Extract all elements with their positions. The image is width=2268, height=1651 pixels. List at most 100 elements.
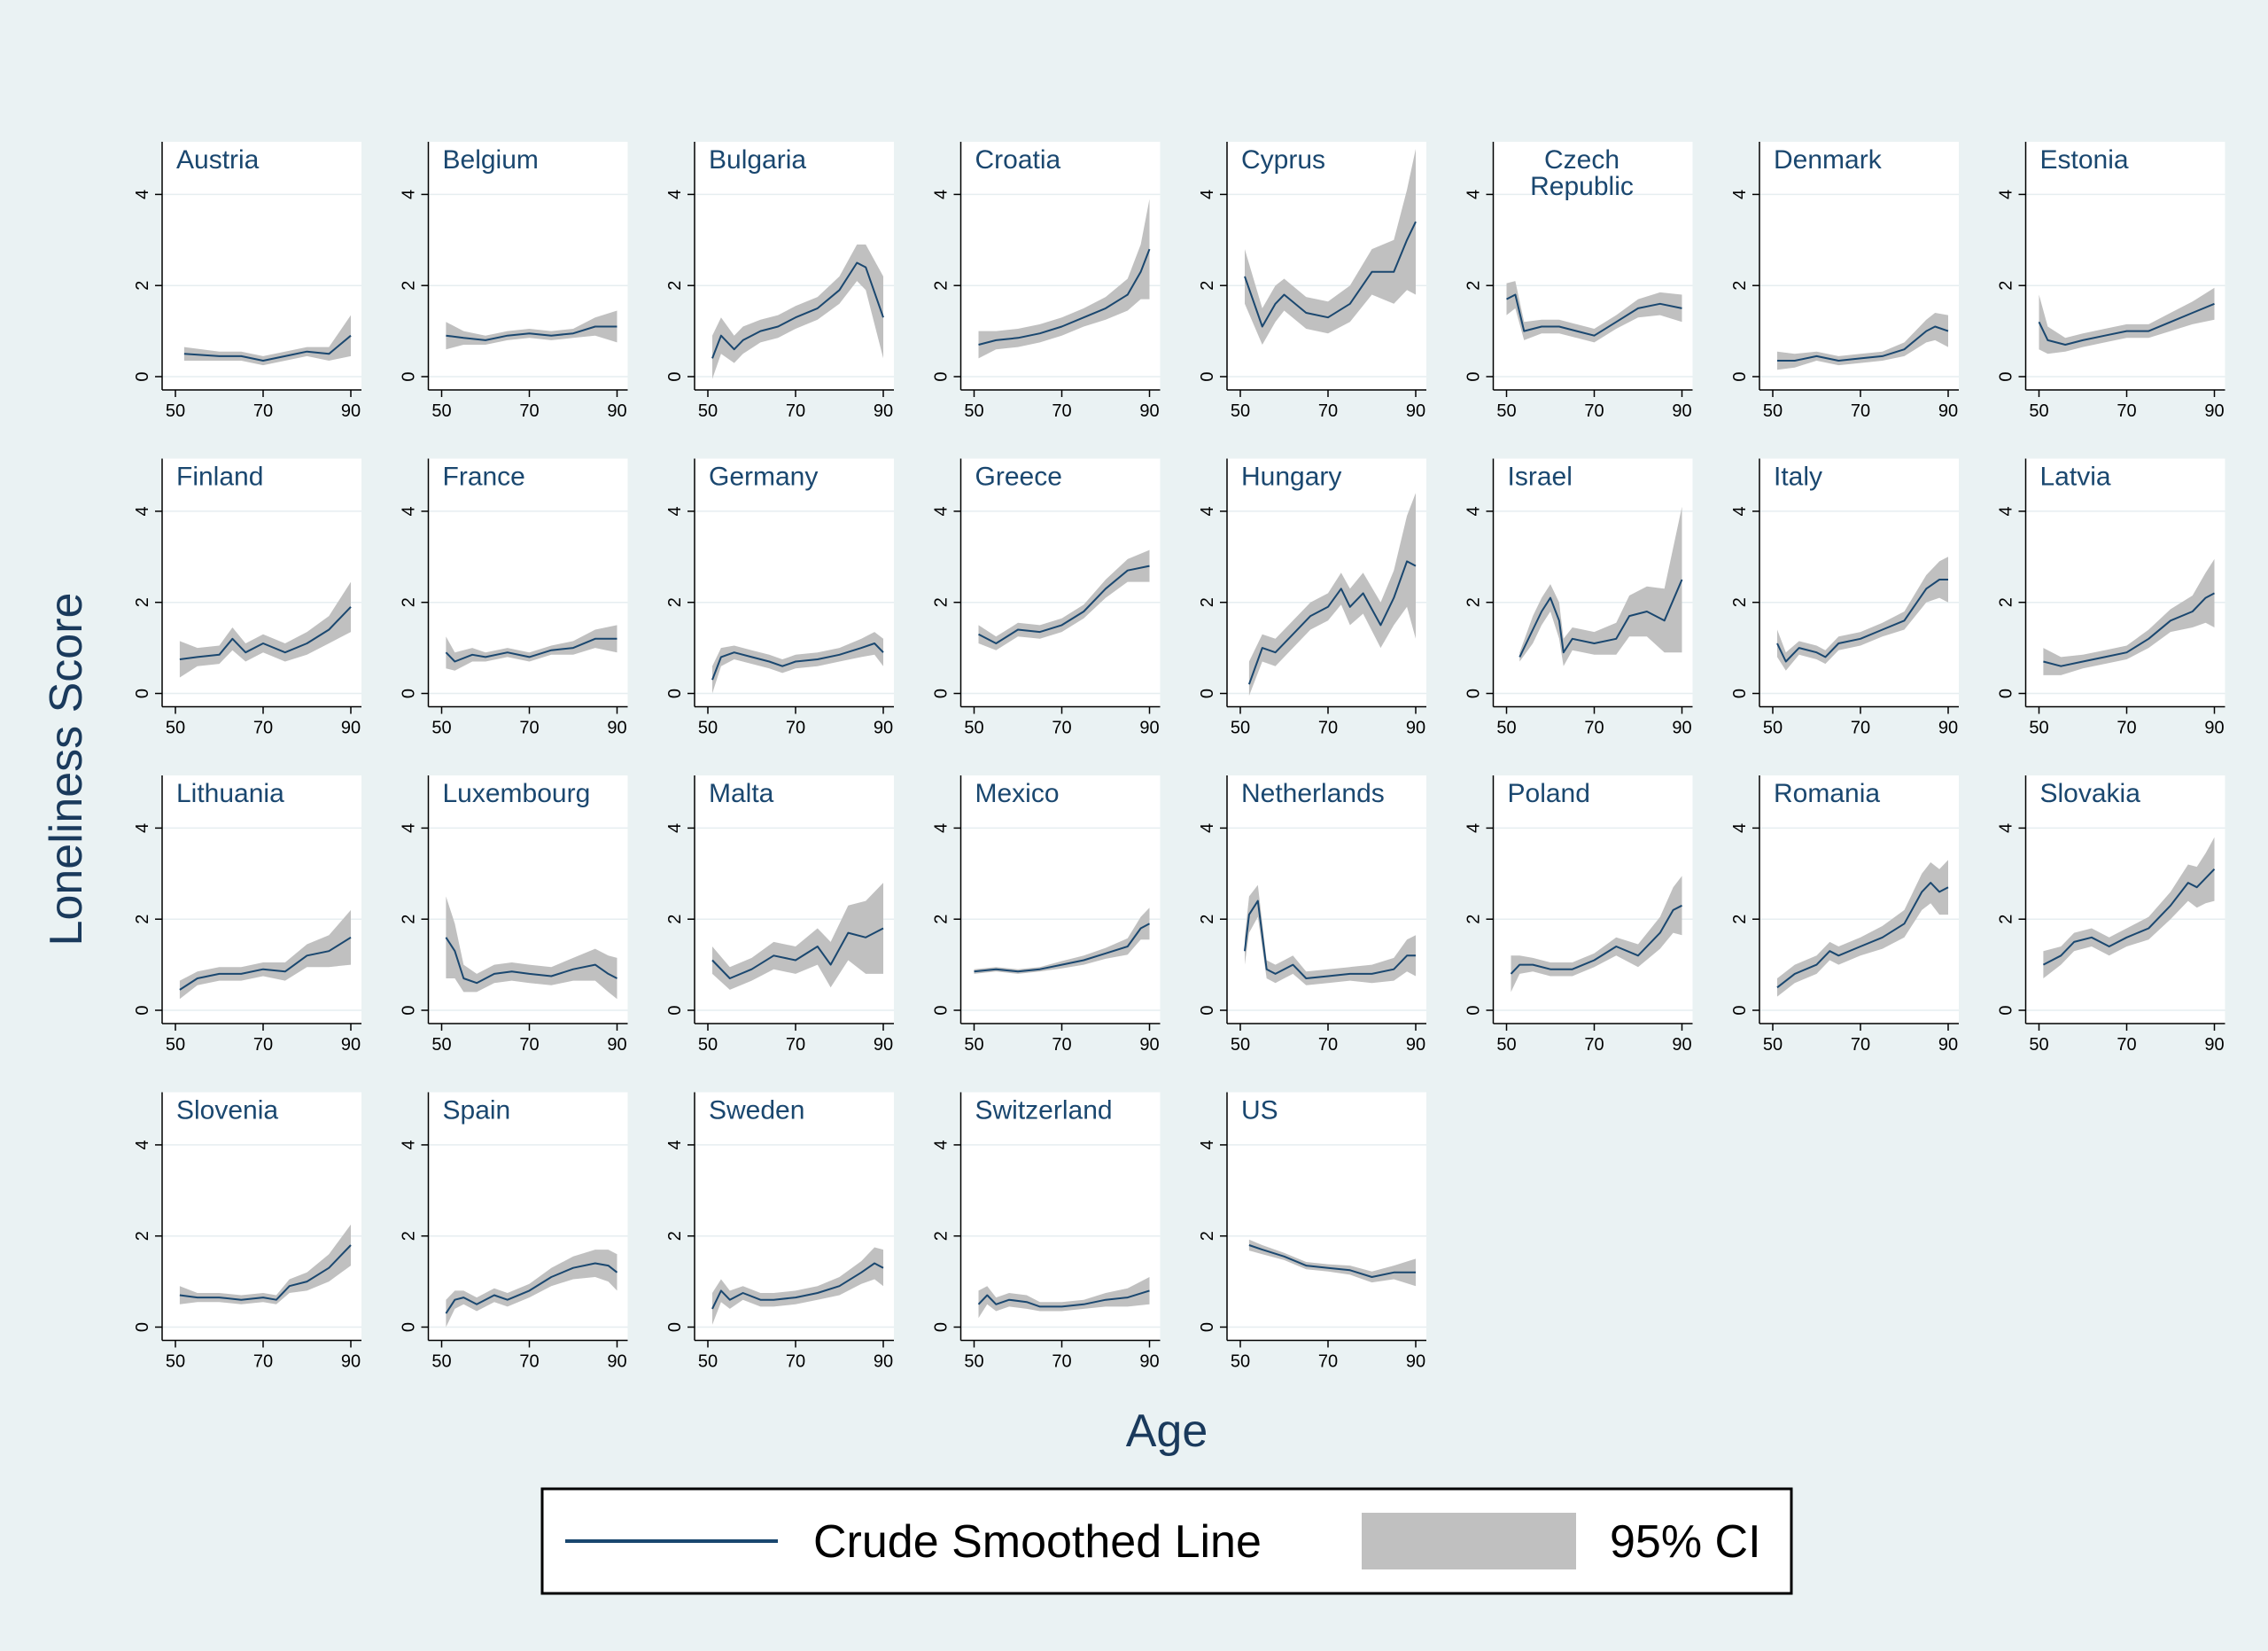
y-tick-label: 2	[1730, 597, 1750, 607]
plot-area	[960, 458, 1161, 707]
plot-area	[1759, 142, 1959, 390]
panel-slovenia: 0 2 4 50 70 90 Slovenia	[133, 1092, 361, 1372]
ci-band	[974, 907, 1150, 974]
x-tick-label: 50	[1496, 1035, 1516, 1055]
panel-title: Bulgaria	[709, 145, 806, 175]
plot-area	[428, 458, 628, 707]
ci-band	[183, 315, 351, 366]
y-tick-label: 4	[932, 1140, 951, 1149]
panel-croatia: 0 2 4 50 70 90 Croatia	[932, 142, 1161, 421]
y-tick-label: 2	[1464, 915, 1484, 924]
y-tick-label: 4	[133, 823, 152, 833]
y-tick-label: 2	[133, 915, 152, 924]
x-tick-label: 70	[253, 1035, 273, 1055]
x-tick-label: 50	[1496, 401, 1516, 421]
x-tick-label: 70	[2117, 401, 2136, 421]
x-tick-label: 70	[1052, 401, 1071, 421]
ci-band	[978, 1277, 1150, 1319]
ci-band	[1248, 1239, 1416, 1287]
panel-title: Denmark	[1774, 145, 1883, 175]
panel-sweden: 0 2 4 50 70 90 Sweden	[665, 1092, 894, 1372]
y-tick-label: 0	[1464, 371, 1484, 381]
panel-title: Italy	[1774, 463, 1822, 492]
x-tick-label: 50	[964, 401, 983, 421]
x-tick-label: 50	[431, 1352, 451, 1372]
ci-band	[712, 1247, 883, 1325]
x-tick-label: 90	[1672, 1035, 1691, 1055]
panel-italy: 0 2 4 50 70 90 Italy	[1730, 458, 1959, 738]
smoothed-line	[1244, 221, 1417, 328]
x-tick-label: 50	[1763, 1035, 1783, 1055]
x-tick-label: 70	[786, 1035, 805, 1055]
y-tick-label: 4	[1464, 823, 1484, 833]
legend-band-swatch	[1362, 1513, 1576, 1569]
x-tick-label: 70	[1851, 401, 1870, 421]
y-tick-label: 0	[1464, 689, 1484, 698]
x-tick-label: 50	[1763, 401, 1783, 421]
x-tick-label: 90	[874, 401, 893, 421]
y-tick-label: 4	[1464, 190, 1484, 199]
x-tick-label: 70	[1052, 1035, 1071, 1055]
ci-band	[1245, 884, 1416, 985]
y-tick-label: 4	[932, 823, 951, 833]
x-tick-label: 70	[786, 1352, 805, 1372]
smoothed-line	[711, 1262, 884, 1310]
y-tick-label: 2	[1198, 1231, 1217, 1241]
ci-band	[179, 1224, 351, 1304]
x-tick-label: 90	[1406, 719, 1425, 738]
y-tick-label: 2	[665, 1231, 685, 1241]
panel-israel: 0 2 4 50 70 90 Israel	[1464, 458, 1693, 738]
legend-band-label: 95% CI	[1610, 1516, 1761, 1568]
x-tick-label: 50	[2029, 401, 2048, 421]
y-tick-label: 2	[1198, 281, 1217, 291]
y-tick-label: 0	[1730, 1005, 1750, 1015]
plot-area	[695, 458, 894, 707]
x-tick-label: 90	[1938, 401, 1958, 421]
y-tick-label: 0	[400, 1322, 419, 1332]
y-tick-label: 0	[665, 1005, 685, 1015]
smoothed-line	[1510, 904, 1682, 975]
x-tick-label: 90	[341, 1035, 361, 1055]
smoothed-line	[1776, 579, 1948, 663]
x-tick-label: 90	[874, 1352, 893, 1372]
panel-romania: 0 2 4 50 70 90 Romania	[1730, 775, 1959, 1055]
y-tick-label: 4	[1997, 823, 2016, 833]
smoothed-line	[445, 937, 617, 985]
y-tick-label: 4	[400, 190, 419, 199]
plot-area	[428, 142, 628, 390]
plot-area	[1493, 775, 1693, 1024]
ci-band	[978, 549, 1150, 650]
x-tick-label: 70	[1584, 1035, 1604, 1055]
y-tick-label: 0	[1464, 1005, 1484, 1015]
smoothed-line	[183, 334, 352, 362]
x-tick-label: 50	[1231, 719, 1250, 738]
x-tick-label: 50	[166, 1352, 185, 1372]
panel-finland: 0 2 4 50 70 90 Finland	[133, 458, 361, 738]
x-axis-title: Age	[1126, 1406, 1208, 1457]
panel-title: US	[1241, 1096, 1278, 1125]
panel-title: Romania	[1774, 779, 1880, 808]
y-tick-label: 0	[665, 371, 685, 381]
panel-title: Lithuania	[176, 779, 284, 808]
x-tick-label: 50	[964, 1352, 983, 1372]
panel-title: Mexico	[975, 779, 1060, 808]
panel-denmark: 0 2 4 50 70 90 Denmark	[1730, 142, 1959, 421]
y-tick-label: 2	[400, 281, 419, 291]
x-tick-label: 70	[253, 401, 273, 421]
x-tick-label: 50	[698, 401, 718, 421]
panel-title: Sweden	[709, 1096, 804, 1125]
panel-title: Germany	[709, 463, 818, 492]
x-tick-label: 70	[519, 1352, 539, 1372]
y-tick-label: 2	[400, 1231, 419, 1241]
smoothed-line	[179, 1244, 352, 1301]
y-tick-label: 2	[1198, 915, 1217, 924]
panel-title: Estonia	[2040, 145, 2129, 175]
x-tick-label: 70	[519, 719, 539, 738]
panel-title: Slovenia	[176, 1096, 278, 1125]
smoothed-line	[1244, 899, 1416, 979]
x-tick-label: 70	[1584, 719, 1604, 738]
y-tick-label: 2	[1464, 281, 1484, 291]
y-tick-label: 0	[932, 1322, 951, 1332]
y-tick-label: 4	[665, 190, 685, 199]
smoothed-line	[2043, 592, 2215, 667]
